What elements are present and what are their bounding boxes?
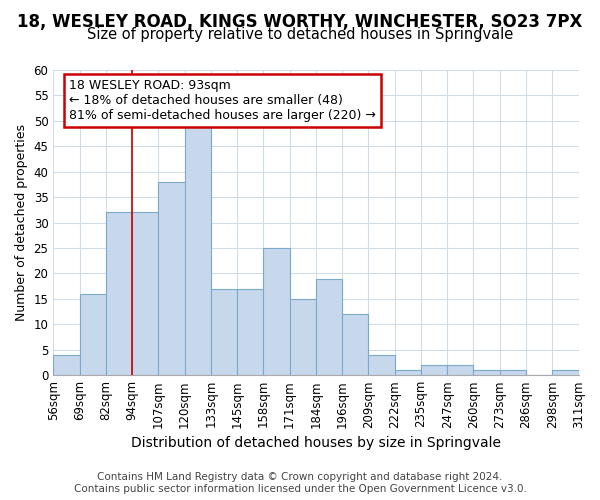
Text: 18 WESLEY ROAD: 93sqm
← 18% of detached houses are smaller (48)
81% of semi-deta: 18 WESLEY ROAD: 93sqm ← 18% of detached … — [69, 79, 376, 122]
Text: Size of property relative to detached houses in Springvale: Size of property relative to detached ho… — [87, 28, 513, 42]
Bar — [158, 182, 185, 375]
Bar — [53, 355, 80, 375]
Y-axis label: Number of detached properties: Number of detached properties — [15, 124, 28, 321]
X-axis label: Distribution of detached houses by size in Springvale: Distribution of detached houses by size … — [131, 436, 501, 450]
Bar — [316, 278, 342, 375]
Bar — [185, 126, 211, 375]
Text: Contains HM Land Registry data © Crown copyright and database right 2024.
Contai: Contains HM Land Registry data © Crown c… — [74, 472, 526, 494]
Bar — [80, 294, 106, 375]
Bar — [290, 299, 316, 375]
Text: 18, WESLEY ROAD, KINGS WORTHY, WINCHESTER, SO23 7PX: 18, WESLEY ROAD, KINGS WORTHY, WINCHESTE… — [17, 12, 583, 30]
Bar — [132, 212, 158, 375]
Bar — [395, 370, 421, 375]
Bar — [342, 314, 368, 375]
Bar — [263, 248, 290, 375]
Bar — [473, 370, 500, 375]
Bar — [552, 370, 578, 375]
Bar — [421, 365, 447, 375]
Bar — [447, 365, 473, 375]
Bar — [106, 212, 132, 375]
Bar — [500, 370, 526, 375]
Bar — [237, 288, 263, 375]
Bar — [368, 355, 395, 375]
Bar — [211, 288, 237, 375]
